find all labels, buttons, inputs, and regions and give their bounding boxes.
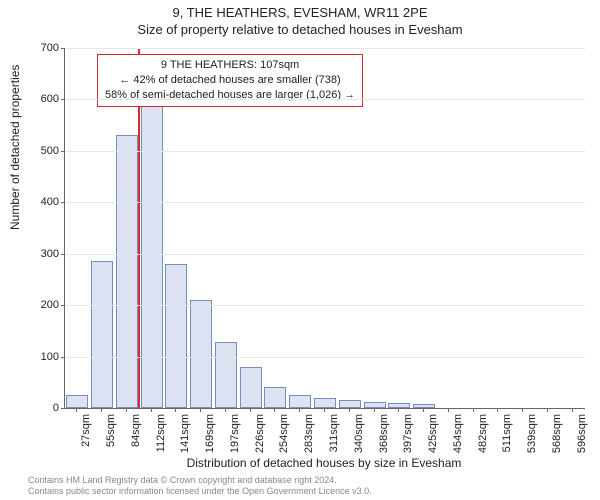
x-tick-label: 55sqm [105,414,117,447]
x-tick-label: 197sqm [229,414,241,453]
chart-container: 9, THE HEATHERS, EVESHAM, WR11 2PE Size … [0,0,600,500]
bar [116,135,138,408]
x-tick-label: 283sqm [303,414,315,453]
x-tick-label: 596sqm [576,414,588,453]
x-tick-label: 454sqm [452,414,464,453]
y-tick-label: 200 [41,299,59,311]
x-tick-label: 169sqm [204,414,216,453]
y-tick-label: 600 [41,93,59,105]
y-tick-label: 500 [41,145,59,157]
footer-attribution: Contains HM Land Registry data © Crown c… [28,475,372,498]
x-tick-label: 226sqm [254,414,266,453]
y-tick-label: 400 [41,196,59,208]
y-axis-label: Number of detached properties [8,65,22,230]
bar [215,342,237,408]
address-title: 9, THE HEATHERS, EVESHAM, WR11 2PE [0,0,600,20]
footer-line2: Contains public sector information licen… [28,486,372,497]
bar [91,261,113,408]
x-tick-label: 112sqm [155,414,167,452]
bar [364,402,386,408]
bar [314,398,336,408]
y-tick-label: 300 [41,248,59,260]
y-tick-label: 100 [41,351,59,363]
x-tick-label: 141sqm [179,414,191,453]
x-tick-label: 397sqm [402,414,414,453]
x-tick-label: 539sqm [526,414,538,453]
annot-line2: ← 42% of detached houses are smaller (73… [105,73,355,88]
x-tick-label: 482sqm [477,414,489,453]
bar [66,395,88,408]
x-tick-label: 254sqm [278,414,290,453]
x-tick-label: 340sqm [353,414,365,453]
x-axis-label: Distribution of detached houses by size … [64,456,584,470]
annot-line1: 9 THE HEATHERS: 107sqm [105,58,355,73]
x-tick-label: 368sqm [378,414,390,453]
chart-subtitle: Size of property relative to detached ho… [0,22,600,37]
bar [289,395,311,408]
bar [264,387,286,408]
bar [165,264,187,408]
bar [339,400,361,408]
x-tick-label: 511sqm [501,414,513,452]
x-tick-label: 425sqm [427,414,439,453]
y-tick-label: 0 [53,402,59,414]
bar [190,300,212,408]
plot-area: 9 THE HEATHERS: 107sqm ← 42% of detached… [64,48,585,409]
bar [141,92,163,408]
x-tick-label: 84sqm [130,414,142,447]
y-tick-label: 700 [41,42,59,54]
bar [413,404,435,408]
x-tick-label: 27sqm [80,414,92,447]
bar [388,403,410,408]
x-tick-label: 568sqm [551,414,563,453]
x-tick-label: 311sqm [328,414,340,452]
footer-line1: Contains HM Land Registry data © Crown c… [28,475,372,486]
bar [240,367,262,408]
